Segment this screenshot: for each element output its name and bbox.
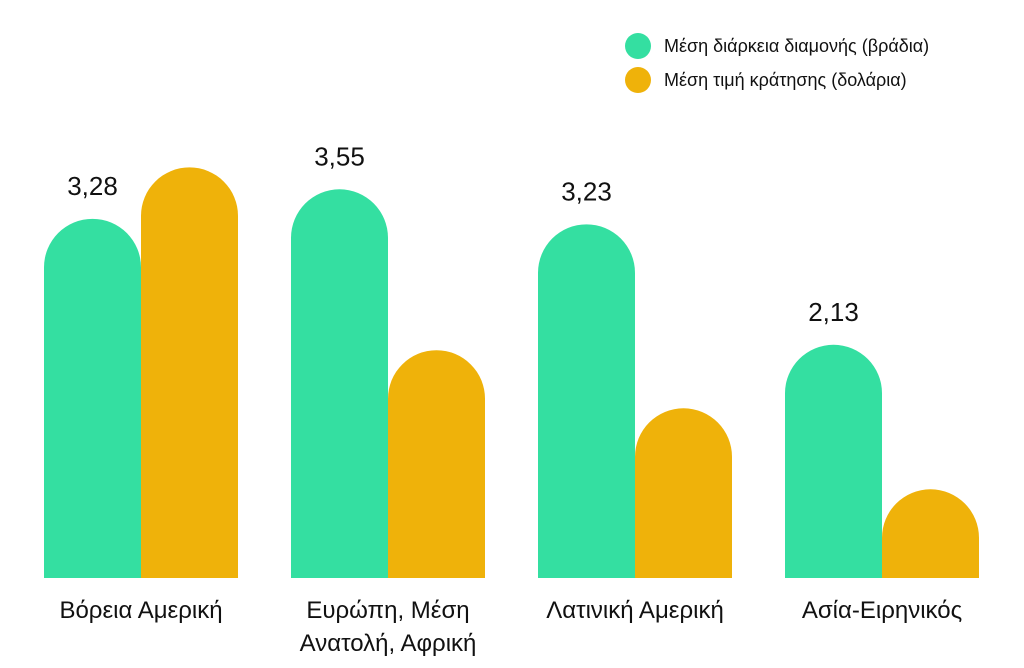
value-label-series-1-category-1: 3,28 (67, 171, 118, 201)
bar-series-2-category-1 (141, 167, 238, 578)
bar-series-2-category-3 (635, 408, 732, 578)
legend-swatch-1 (625, 33, 651, 59)
legend-label-2: Μέση τιμή κράτησης (δολάρια) (664, 70, 907, 90)
category-label-2-line-1: Ευρώπη, Μέση (306, 597, 469, 624)
bar-series-2-category-4 (882, 489, 979, 578)
value-label-series-1-category-3: 3,23 (561, 176, 612, 206)
value-label-series-1-category-4: 2,13 (808, 297, 859, 327)
category-label-2-line-2: Ανατολή, Αφρική (300, 630, 477, 657)
bar-series-1-category-1 (44, 218, 141, 579)
legend-label-1: Μέση διάρκεια διαμονής (βράδια) (664, 36, 929, 56)
bar-series-2-category-2 (388, 350, 485, 578)
category-label-1-line-1: Βόρεια Αμερική (59, 597, 222, 624)
bars-layer (44, 167, 979, 579)
category-label-4-line-1: Ασία-Ειρηνικός (802, 597, 962, 624)
bar-series-1-category-4 (785, 344, 882, 578)
category-label-3-line-1: Λατινική Αμερική (546, 597, 724, 624)
value-label-series-1-category-2: 3,55 (314, 141, 365, 171)
category-labels-layer: Βόρεια Αμερική Ευρώπη, Μέση Ανατολή, Αφρικ… (59, 597, 962, 657)
legend-swatch-2 (625, 67, 651, 93)
legend: Μέση διάρκεια διαμονής (βράδια) Μέση τιμή… (625, 33, 929, 93)
bar-series-1-category-3 (538, 224, 635, 578)
value-labels-layer: 3,28 3,55 3,23 2,13 (67, 141, 859, 326)
bar-series-1-category-2 (291, 189, 388, 578)
